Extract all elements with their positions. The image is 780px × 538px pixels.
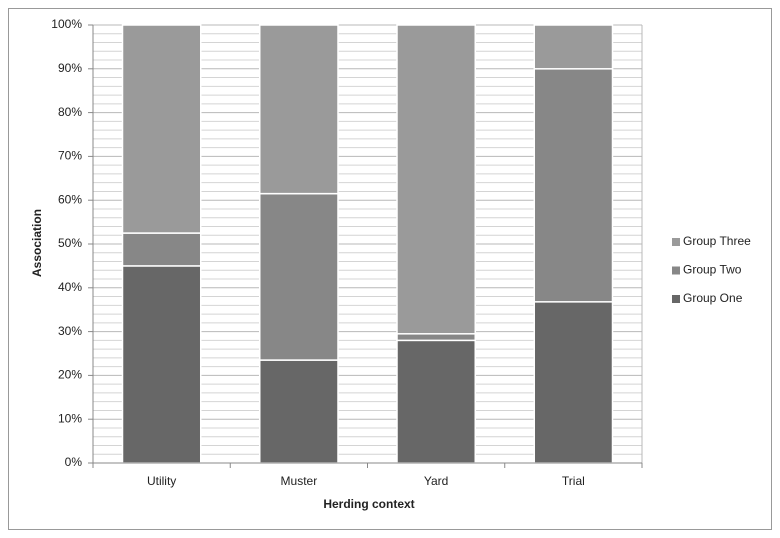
y-axis-label: Association — [30, 209, 44, 277]
bar-segment — [533, 68, 614, 303]
legend-label: Group Two — [683, 263, 742, 277]
legend-label: Group One — [683, 291, 743, 305]
y-tick-label: 10% — [58, 411, 82, 425]
bar-segment — [533, 301, 614, 464]
bar-segment — [121, 24, 202, 234]
y-tick-label: 70% — [58, 149, 82, 163]
legend-swatch — [672, 295, 680, 303]
y-tick-label: 90% — [58, 61, 82, 75]
y-tick-label: 40% — [58, 280, 82, 294]
x-tick-label: Trial — [562, 474, 585, 488]
y-tick-label: 50% — [58, 236, 82, 250]
x-axis-label: Herding context — [323, 497, 414, 511]
bar-segment — [121, 232, 202, 267]
bar-segment — [396, 333, 476, 342]
bar-segment — [259, 359, 339, 464]
legend-swatch — [672, 238, 680, 246]
y-tick-label: 60% — [58, 192, 82, 206]
x-tick-label: Yard — [424, 474, 448, 488]
y-tick-label: 0% — [65, 455, 83, 469]
bar-segment — [396, 339, 476, 464]
bar-segment — [259, 24, 339, 195]
y-tick-label: 20% — [58, 368, 82, 382]
legend-swatch — [672, 266, 680, 275]
bar-segment — [259, 192, 339, 361]
legend-label: Group Three — [683, 234, 751, 248]
bar-segment — [396, 24, 476, 335]
x-tick-label: Utility — [147, 474, 176, 488]
y-tick-label: 100% — [51, 17, 82, 31]
bar-segment — [533, 24, 614, 70]
y-tick-label: 80% — [58, 105, 82, 119]
x-tick-label: Muster — [281, 474, 318, 488]
bar-segment — [121, 265, 202, 464]
y-tick-label: 30% — [58, 324, 82, 338]
